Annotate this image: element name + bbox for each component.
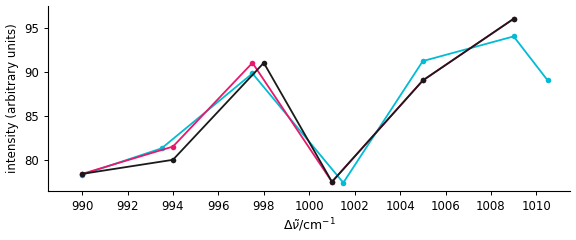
Y-axis label: intensity (arbitrary units): intensity (arbitrary units) bbox=[6, 23, 18, 173]
X-axis label: $\Delta\tilde{\nu}$/cm$^{-1}$: $\Delta\tilde{\nu}$/cm$^{-1}$ bbox=[283, 217, 336, 234]
